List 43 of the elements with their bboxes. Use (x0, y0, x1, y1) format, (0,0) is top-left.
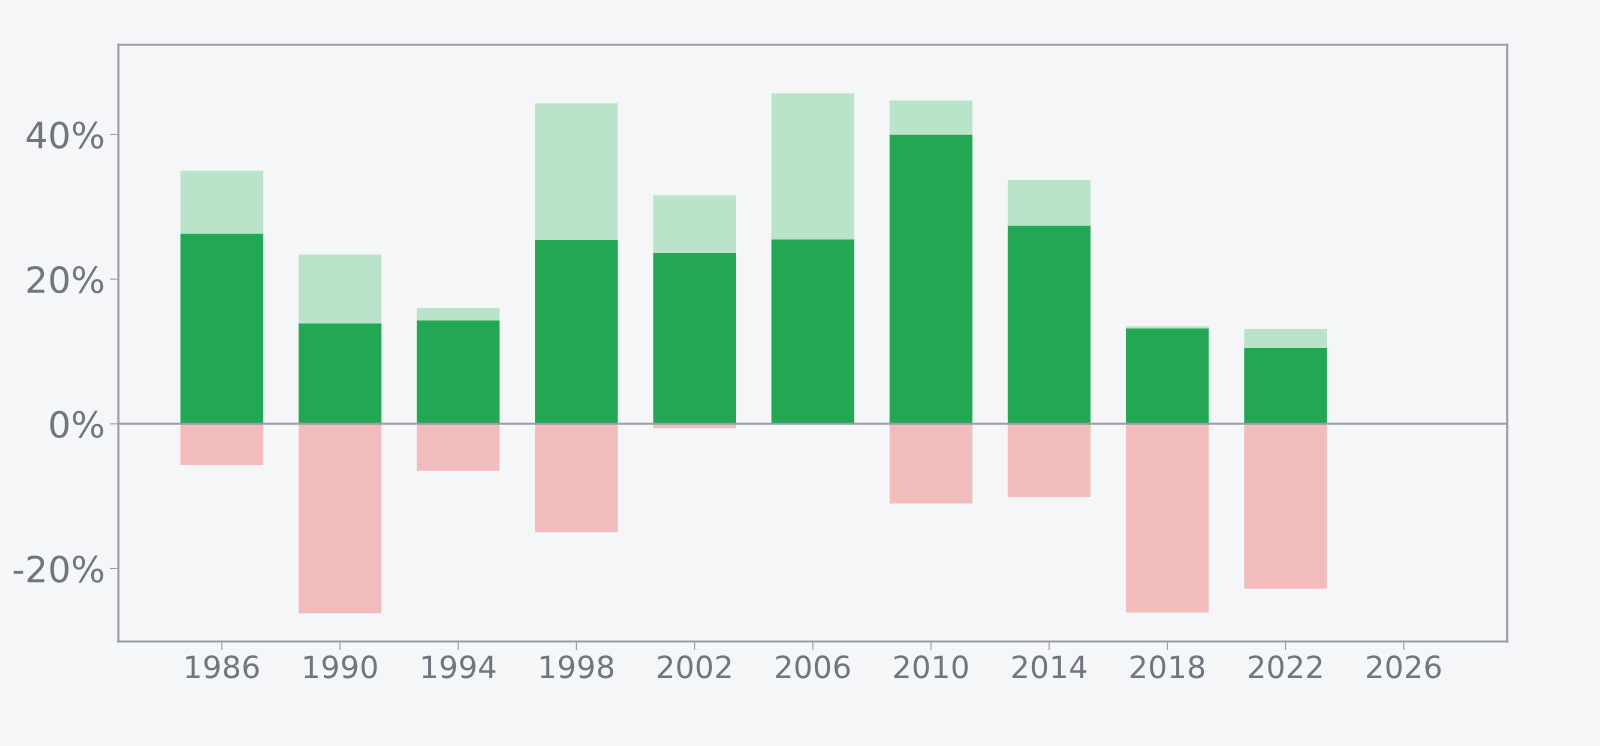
bar (416, 308, 500, 321)
bar (180, 170, 264, 234)
bar (1007, 423, 1091, 497)
bar (771, 239, 855, 424)
bar (653, 195, 736, 254)
bar (1007, 180, 1091, 226)
bar (535, 423, 618, 533)
x-tick-label: 2014 (1012, 655, 1087, 679)
x-tick-label: 1998 (540, 655, 614, 679)
y-tick-label: 20% (27, 266, 104, 294)
y-tick-label: 0% (50, 410, 104, 439)
bar (298, 254, 382, 324)
bar (416, 423, 500, 471)
bar (889, 423, 973, 504)
y-tick-label: 40% (26, 121, 104, 149)
y-tick-label: -20% (13, 555, 104, 583)
bar (771, 93, 855, 240)
x-tick-label: 1986 (186, 655, 259, 679)
x-tick-label: 1994 (422, 655, 496, 679)
bar (1244, 329, 1327, 348)
x-tick-label: 1990 (304, 655, 377, 679)
bar (535, 103, 618, 241)
x-tick-label: 2022 (1248, 655, 1322, 679)
x-tick-label: 2002 (657, 655, 731, 679)
bar (1126, 328, 1209, 424)
bar (1126, 326, 1209, 329)
x-tick-label: 2018 (1130, 655, 1205, 679)
bar (889, 100, 973, 135)
bar (180, 423, 264, 466)
bar (180, 233, 264, 424)
bar (1244, 423, 1327, 589)
bar (535, 240, 618, 424)
x-tick-label: 2006 (776, 655, 850, 679)
bar (1007, 225, 1091, 424)
bar (1244, 347, 1327, 424)
bar (298, 323, 382, 424)
bar (889, 134, 973, 424)
bar (416, 320, 500, 424)
x-tick-label: 2010 (894, 655, 968, 679)
bar (653, 253, 736, 424)
x-tick-label: 2026 (1367, 655, 1441, 679)
bar (1126, 423, 1209, 613)
bar (298, 423, 382, 614)
